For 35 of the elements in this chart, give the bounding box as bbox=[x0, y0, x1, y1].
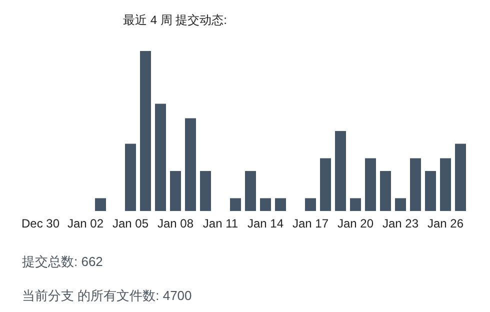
bar bbox=[380, 171, 391, 211]
x-tick-label: Dec 30 bbox=[21, 216, 60, 231]
bar bbox=[305, 198, 316, 211]
x-tick-label: Jan 17 bbox=[292, 216, 329, 231]
chart-title: 最近 4 周 提交动态: bbox=[123, 12, 228, 29]
bar bbox=[410, 158, 421, 211]
x-tick-label: Jan 11 bbox=[202, 216, 238, 231]
bar bbox=[245, 171, 256, 211]
bar bbox=[425, 171, 436, 211]
x-tick-label: Jan 20 bbox=[337, 216, 374, 231]
x-tick-label: Jan 05 bbox=[112, 216, 149, 231]
bar bbox=[155, 104, 166, 211]
bar bbox=[365, 158, 376, 211]
bar bbox=[185, 118, 196, 211]
bar bbox=[440, 158, 451, 211]
bar bbox=[335, 131, 346, 211]
x-tick-label: Jan 23 bbox=[382, 216, 419, 231]
bar bbox=[275, 198, 286, 211]
bar bbox=[320, 158, 331, 211]
bar bbox=[455, 144, 466, 211]
bar bbox=[140, 51, 151, 211]
bar bbox=[170, 171, 181, 211]
bar bbox=[200, 171, 211, 211]
text: 当前分支 的所有文件数: 4700 bbox=[22, 287, 192, 305]
bar bbox=[95, 198, 106, 211]
bar bbox=[260, 198, 271, 211]
x-tick-label: Jan 14 bbox=[247, 216, 284, 231]
x-tick-label: Jan 26 bbox=[427, 216, 464, 231]
bar bbox=[395, 198, 406, 211]
x-tick-label: Jan 02 bbox=[67, 216, 104, 231]
bar bbox=[125, 144, 136, 211]
text: 提交总数: 662 bbox=[22, 253, 103, 271]
bar bbox=[350, 198, 361, 211]
x-tick-label: Jan 08 bbox=[157, 216, 194, 231]
bar bbox=[230, 198, 241, 211]
